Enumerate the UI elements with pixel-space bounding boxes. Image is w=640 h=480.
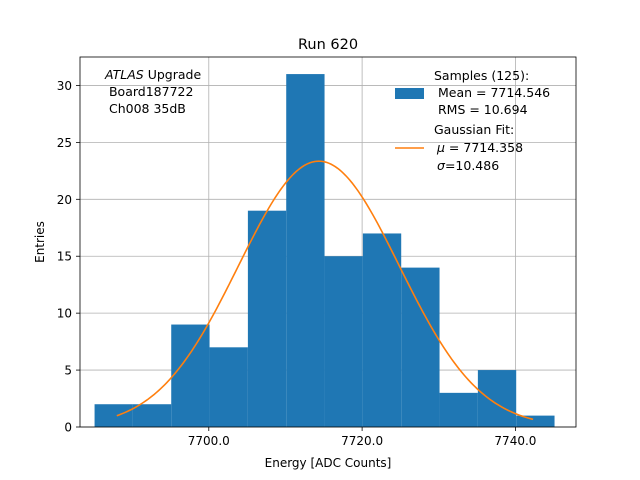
y-tick-label: 0 (64, 421, 72, 435)
y-axis-label: Entries (33, 221, 47, 263)
histogram-bar (362, 233, 402, 427)
x-axis-ticks: 7700.0 7720.0 7740.0 (188, 427, 536, 448)
legend-mu-value: = 7714.358 (445, 140, 523, 155)
histogram-bar (401, 267, 440, 427)
x-tick-label: 7740.0 (494, 434, 536, 448)
legend-fit-title: Gaussian Fit: (434, 122, 514, 137)
legend-fit-sigma: σ=10.486 (437, 158, 499, 173)
legend-fit-mu: μ = 7714.358 (436, 140, 523, 155)
histogram-bar (516, 415, 555, 427)
y-tick-label: 25 (57, 136, 72, 150)
y-tick-label: 10 (57, 307, 72, 321)
histogram-bars (94, 74, 555, 428)
histogram-bar (477, 370, 517, 427)
annotation-atlas: ATLAS (104, 67, 144, 82)
histogram-bar (286, 74, 325, 428)
legend-hist-title: Samples (125): (434, 68, 529, 83)
x-axis-label: Energy [ADC Counts] (265, 456, 392, 470)
histogram-bar (171, 324, 210, 427)
y-tick-label: 15 (57, 250, 72, 264)
annotation-line-1: ATLAS Upgrade (104, 67, 201, 82)
legend-hist-swatch (395, 88, 424, 99)
legend-hist-mean: Mean = 7714.546 (434, 85, 550, 100)
x-tick-label: 7700.0 (188, 434, 230, 448)
legend-sigma-value: =10.486 (445, 158, 499, 173)
y-tick-label: 5 (64, 364, 72, 378)
gaussian-fit (116, 160, 534, 421)
gaussian-fit-curve (116, 160, 534, 421)
legend-hist-rms: RMS = 10.694 (434, 102, 528, 117)
histogram-bar (324, 256, 363, 427)
annotation-upgrade: Upgrade (144, 67, 202, 82)
y-tick-label: 20 (57, 193, 72, 207)
atlas-annotation: ATLAS Upgrade Board187722 Ch008 35dB (104, 67, 201, 116)
y-tick-label: 30 (57, 79, 72, 93)
legend-mu-symbol: μ (436, 140, 445, 155)
histogram-bar (247, 210, 287, 427)
histogram-bar (94, 404, 133, 427)
histogram-bar (132, 404, 172, 427)
annotation-channel: Ch008 35dB (105, 101, 186, 116)
plot-frame (79, 56, 577, 428)
chart-title: Run 620 (298, 37, 358, 53)
legend: Samples (125): Mean = 7714.546 RMS = 10.… (395, 68, 550, 173)
x-tick-label: 7720.0 (341, 434, 383, 448)
histogram-bar (209, 347, 248, 427)
y-axis-ticks: 0 5 10 15 20 25 30 (57, 79, 80, 435)
annotation-board: Board187722 (105, 84, 193, 99)
histogram-bar (439, 392, 478, 427)
legend-sigma-symbol: σ (437, 158, 446, 173)
